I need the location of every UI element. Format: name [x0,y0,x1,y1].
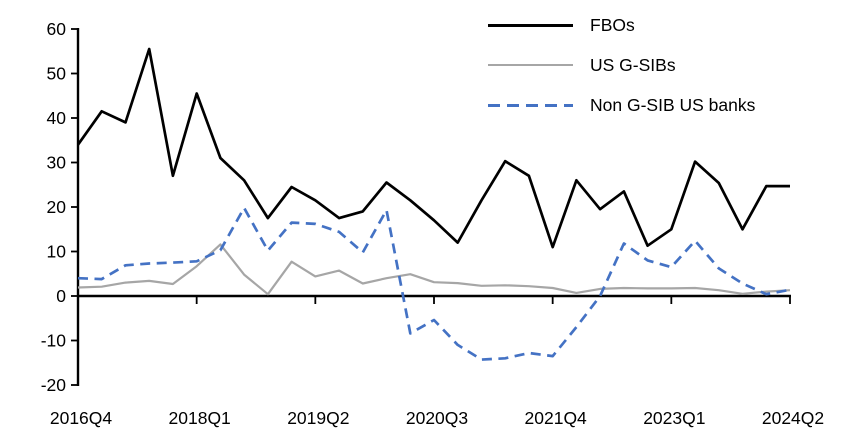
y-tick-label: 30 [47,153,67,173]
series-line-non-g-sib-us-banks [77,206,791,361]
legend-item-non-gsib: Non G-SIB US banks [488,94,755,116]
x-tick-label: 2018Q1 [169,408,231,428]
x-tick-label: 2016Q4 [50,408,113,428]
fbos-line-swatch [488,23,573,27]
y-tick-label: 60 [47,19,67,39]
legend-label-non-gsib: Non G-SIB US banks [590,94,756,115]
y-tick-label: 20 [47,197,67,217]
y-tick-label: -20 [41,375,67,395]
legend-label-us-gsibs: US G-SIBs [590,54,676,75]
y-tick-label: 10 [47,242,67,262]
y-tick-label: 0 [56,286,66,306]
y-tick-label: 50 [47,64,67,84]
x-tick-label: 2023Q1 [643,408,705,428]
us-gsibs-line-swatch [488,63,573,67]
x-tick-label: 2021Q4 [525,408,588,428]
x-tick-label: 2020Q3 [406,408,468,428]
legend-label-fbos: FBOs [590,14,635,35]
legend-item-fbos: FBOs [488,14,635,36]
y-tick-label: -10 [41,331,67,351]
y-tick-label: 40 [47,108,67,128]
x-tick-label: 2024Q2 [762,408,824,428]
series-line-fbos [76,47,790,249]
series-line-us-g-sibs [77,243,791,296]
x-tick-label: 2019Q2 [287,408,349,428]
legend-item-us-gsibs: US G-SIBs [488,54,676,76]
non-gsib-line-swatch [488,103,573,107]
